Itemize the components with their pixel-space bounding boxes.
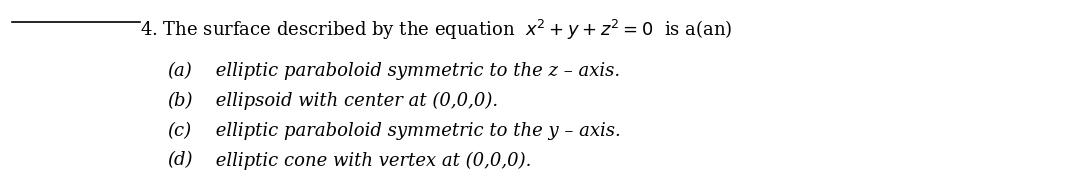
Text: (d): (d)	[167, 151, 193, 169]
Text: elliptic paraboloid symmetric to the z – axis.: elliptic paraboloid symmetric to the z –…	[210, 62, 620, 80]
Text: ellipsoid with center at (0,0,0).: ellipsoid with center at (0,0,0).	[210, 92, 498, 110]
Text: elliptic cone with vertex at (0,0,0).: elliptic cone with vertex at (0,0,0).	[210, 151, 531, 170]
Text: elliptic paraboloid symmetric to the y – axis.: elliptic paraboloid symmetric to the y –…	[210, 122, 620, 140]
Text: (a): (a)	[167, 62, 192, 80]
Text: (c): (c)	[167, 122, 191, 140]
Text: (b): (b)	[167, 92, 193, 110]
Text: 4. The surface described by the equation  $x^2 + y + z^2 = 0$  is a(an): 4. The surface described by the equation…	[140, 18, 733, 42]
